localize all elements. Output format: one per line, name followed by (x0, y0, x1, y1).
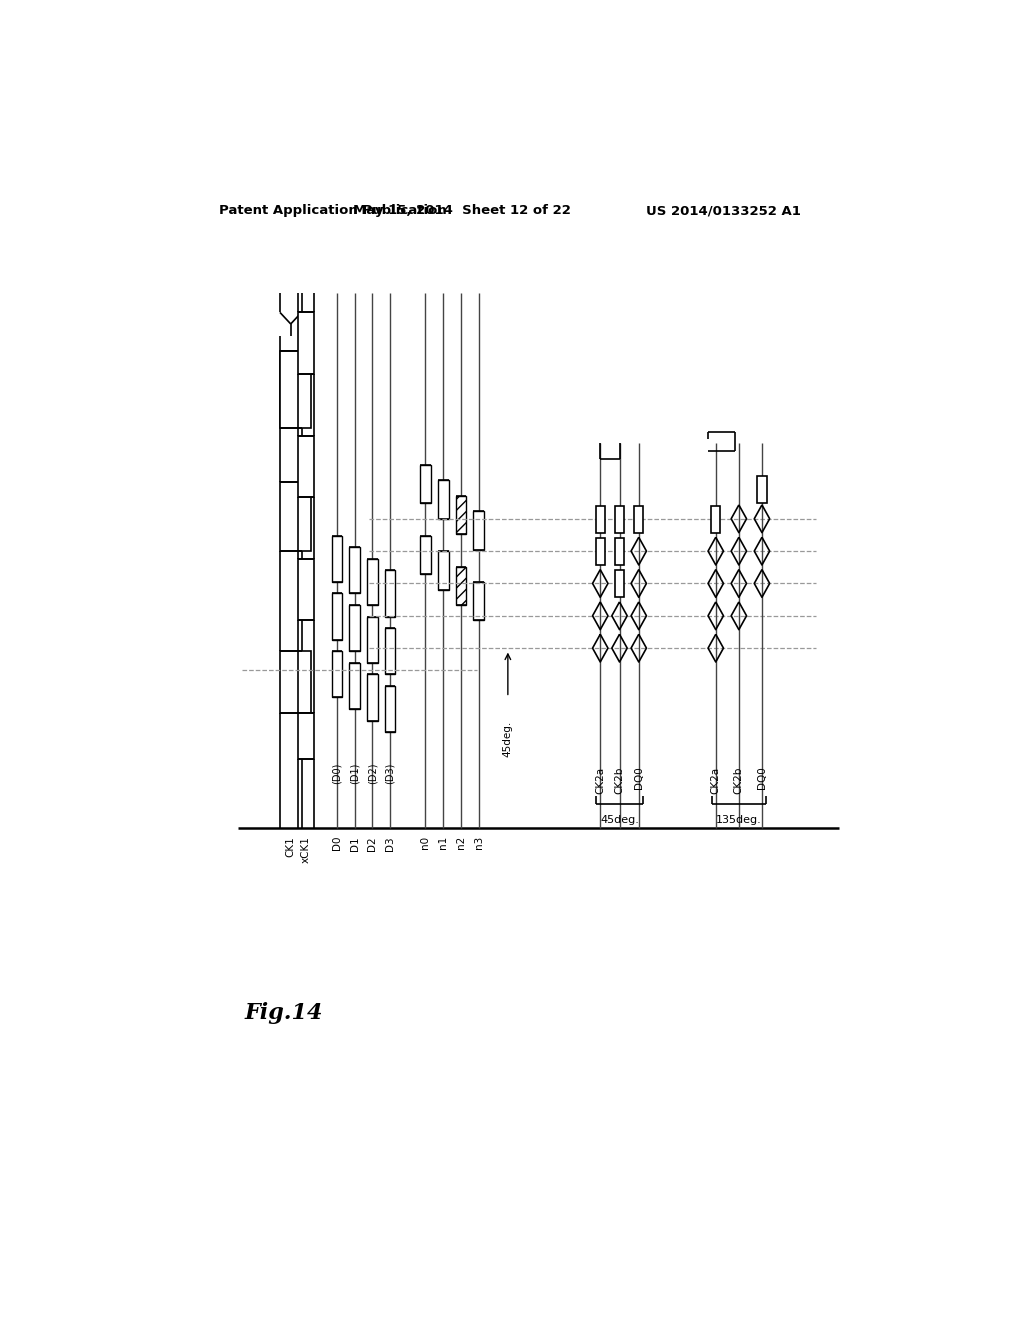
Bar (367, 616, 378, 663)
Bar (438, 480, 449, 519)
Text: May 15, 2014  Sheet 12 of 22: May 15, 2014 Sheet 12 of 22 (352, 205, 570, 218)
Bar (332, 536, 342, 582)
Text: CK2a: CK2a (595, 767, 605, 793)
Text: xCK1: xCK1 (301, 836, 311, 863)
Text: CK2b: CK2b (734, 767, 743, 795)
Bar (332, 594, 342, 640)
Bar (298, 436, 313, 498)
Text: 45deg.: 45deg. (600, 816, 639, 825)
Text: D3: D3 (385, 836, 395, 850)
Text: US 2014/0133252 A1: US 2014/0133252 A1 (645, 205, 801, 218)
Bar (298, 558, 313, 620)
Bar (634, 506, 643, 533)
Bar (420, 465, 431, 503)
Bar (367, 675, 378, 721)
Text: D1: D1 (349, 836, 359, 850)
Bar (349, 548, 360, 594)
Bar (349, 663, 360, 709)
Bar (596, 539, 605, 565)
Bar (456, 566, 466, 605)
Text: (D1): (D1) (349, 763, 359, 784)
Text: n2: n2 (456, 836, 466, 849)
Text: D0: D0 (332, 836, 342, 850)
Bar (614, 570, 625, 598)
Bar (614, 539, 625, 565)
Bar (758, 477, 767, 503)
Bar (420, 536, 431, 574)
Bar (473, 511, 484, 549)
Bar (385, 570, 395, 616)
Text: CK2a: CK2a (711, 767, 721, 793)
Text: n3: n3 (473, 836, 483, 849)
Bar (332, 651, 342, 697)
Text: D2: D2 (368, 836, 377, 850)
Text: DQ0: DQ0 (634, 767, 644, 789)
Text: (D0): (D0) (332, 763, 342, 784)
Text: 45deg.: 45deg. (503, 721, 513, 756)
Bar (367, 558, 378, 605)
Text: DQ0: DQ0 (757, 767, 767, 789)
Bar (280, 482, 310, 552)
Bar (385, 628, 395, 675)
Bar (711, 506, 720, 533)
Text: 135deg.: 135deg. (716, 816, 762, 825)
Bar (473, 582, 484, 620)
Text: CK1: CK1 (286, 836, 296, 857)
Bar (280, 651, 310, 713)
Bar (456, 496, 466, 535)
Text: n1: n1 (438, 836, 449, 849)
Text: Fig.14: Fig.14 (245, 1002, 323, 1023)
Bar (385, 686, 395, 733)
Bar (298, 713, 313, 759)
Text: n0: n0 (421, 836, 430, 849)
Text: (D3): (D3) (385, 763, 395, 784)
Bar (438, 552, 449, 590)
Bar (596, 506, 605, 533)
Bar (280, 351, 310, 428)
Bar (298, 313, 313, 374)
Bar (614, 506, 625, 533)
Text: (D2): (D2) (368, 763, 377, 784)
Text: CK2b: CK2b (614, 767, 625, 795)
Text: Patent Application Publication: Patent Application Publication (219, 205, 446, 218)
Bar (349, 605, 360, 651)
